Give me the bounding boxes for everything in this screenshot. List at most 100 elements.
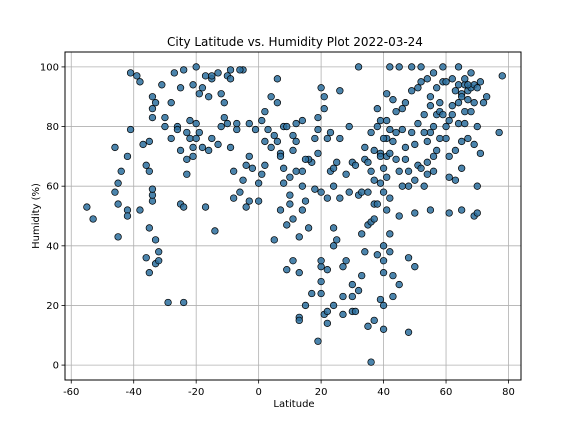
data-point bbox=[383, 206, 391, 214]
data-point bbox=[239, 176, 247, 184]
data-point bbox=[192, 119, 200, 128]
scatter-points bbox=[83, 63, 506, 366]
data-point bbox=[89, 215, 97, 223]
data-point bbox=[270, 131, 278, 140]
data-point bbox=[320, 105, 328, 113]
data-point bbox=[364, 322, 372, 330]
data-point bbox=[461, 75, 469, 83]
x-tick-label: -40 bbox=[126, 387, 142, 398]
data-point bbox=[292, 119, 300, 128]
data-point bbox=[367, 128, 375, 137]
data-point bbox=[376, 152, 385, 161]
data-point bbox=[295, 316, 303, 325]
data-point bbox=[161, 122, 169, 131]
data-point bbox=[445, 152, 453, 161]
data-point bbox=[339, 310, 347, 319]
data-point bbox=[323, 307, 332, 316]
y-tick-label: 60 bbox=[46, 182, 59, 193]
data-point bbox=[426, 206, 435, 214]
data-point bbox=[192, 134, 200, 143]
data-point bbox=[220, 113, 228, 122]
data-point bbox=[148, 105, 157, 113]
data-point bbox=[148, 93, 157, 101]
data-point bbox=[148, 185, 157, 193]
data-point bbox=[423, 137, 431, 146]
data-point bbox=[389, 137, 397, 146]
data-point bbox=[167, 134, 175, 143]
data-point bbox=[398, 182, 406, 190]
data-point bbox=[379, 188, 388, 196]
y-tick-label: 40 bbox=[46, 241, 59, 252]
data-point bbox=[389, 96, 397, 104]
data-point bbox=[292, 167, 300, 175]
data-point bbox=[230, 194, 238, 202]
data-point bbox=[464, 81, 472, 89]
data-point bbox=[351, 161, 360, 169]
data-point bbox=[323, 319, 332, 327]
data-point bbox=[295, 269, 303, 277]
data-point bbox=[248, 164, 257, 172]
data-point bbox=[198, 84, 207, 92]
data-point bbox=[176, 84, 185, 92]
x-axis-label: Latitude bbox=[273, 399, 314, 410]
data-point bbox=[454, 81, 463, 89]
data-point bbox=[339, 292, 347, 301]
data-point bbox=[429, 152, 438, 161]
data-point bbox=[454, 99, 463, 107]
data-point bbox=[370, 316, 378, 325]
data-point bbox=[205, 146, 213, 155]
data-point bbox=[289, 131, 297, 140]
data-point bbox=[323, 194, 332, 202]
data-point bbox=[230, 167, 238, 175]
data-point bbox=[123, 152, 132, 161]
data-point bbox=[439, 63, 447, 71]
data-point bbox=[389, 271, 397, 280]
data-point bbox=[398, 125, 406, 134]
data-point bbox=[158, 81, 166, 89]
y-axis-ticks: 0 20 40 60 80 100 bbox=[40, 62, 65, 372]
data-point bbox=[151, 99, 160, 107]
data-point bbox=[242, 203, 250, 211]
data-point bbox=[333, 236, 341, 244]
data-point bbox=[286, 200, 294, 208]
data-point bbox=[401, 155, 410, 163]
data-point bbox=[464, 96, 472, 104]
data-point bbox=[283, 266, 291, 274]
data-point bbox=[261, 137, 269, 146]
x-tick-label: 60 bbox=[440, 387, 453, 398]
data-point bbox=[139, 140, 147, 149]
data-point bbox=[401, 143, 410, 152]
data-point bbox=[383, 116, 391, 125]
data-point bbox=[254, 197, 263, 205]
data-point bbox=[320, 93, 328, 101]
data-point bbox=[126, 69, 135, 77]
data-point bbox=[411, 140, 419, 149]
data-point bbox=[373, 122, 381, 131]
data-point bbox=[354, 286, 363, 295]
data-point bbox=[379, 301, 388, 310]
data-point bbox=[386, 248, 394, 256]
data-point bbox=[151, 236, 160, 244]
data-point bbox=[167, 99, 175, 107]
data-point bbox=[473, 122, 481, 131]
data-point bbox=[411, 209, 419, 217]
data-point bbox=[401, 99, 410, 107]
data-point bbox=[233, 125, 241, 134]
data-point bbox=[373, 251, 381, 259]
data-point bbox=[233, 119, 241, 128]
y-tick-label: 20 bbox=[46, 301, 59, 312]
data-point bbox=[276, 206, 285, 214]
data-point bbox=[379, 164, 388, 172]
data-point bbox=[436, 134, 444, 143]
data-point bbox=[373, 200, 381, 208]
data-point bbox=[467, 107, 475, 116]
data-point bbox=[420, 110, 428, 119]
data-point bbox=[423, 75, 431, 83]
y-tick-label: 100 bbox=[40, 62, 59, 73]
data-point bbox=[439, 110, 447, 119]
data-point bbox=[148, 197, 157, 205]
data-point bbox=[398, 105, 406, 113]
data-point bbox=[342, 170, 350, 178]
data-point bbox=[273, 75, 282, 83]
